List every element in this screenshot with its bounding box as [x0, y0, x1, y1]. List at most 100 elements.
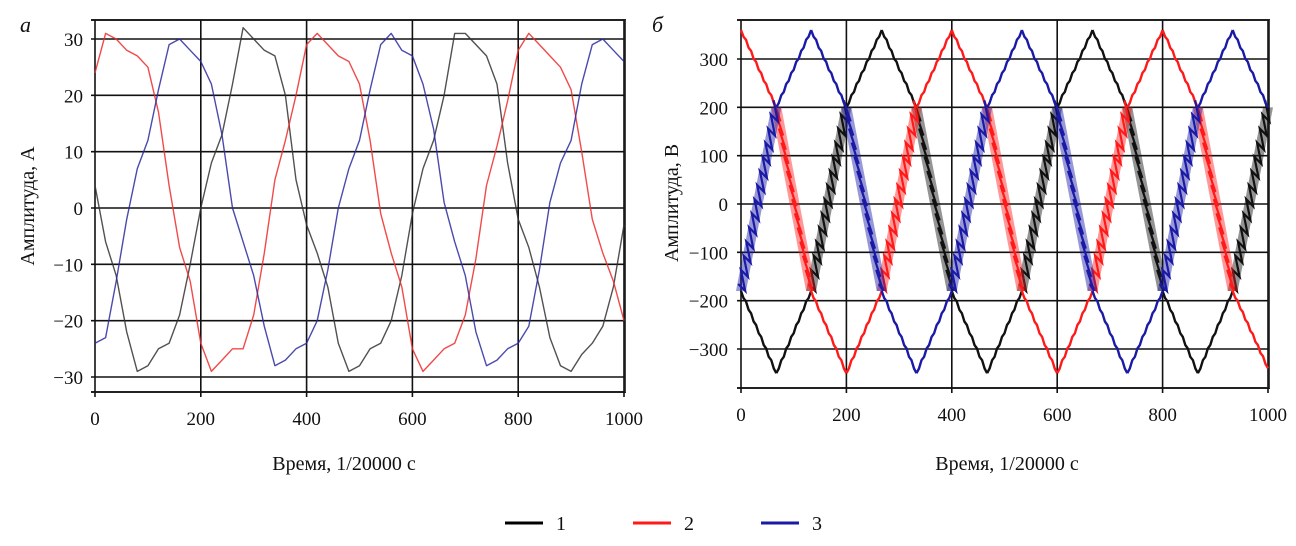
series-segment-2 — [950, 29, 989, 108]
series-segment-2 — [809, 290, 848, 374]
x-tick-label: 600 — [398, 409, 427, 430]
legend-item-3: 3 — [761, 513, 822, 535]
series-ripple-1 — [1123, 99, 1166, 292]
chart-a-x-ticks: 0 200 400 600 800 1000 — [90, 409, 643, 430]
legend-label-2: 2 — [684, 513, 694, 535]
x-tick-label: 200 — [187, 409, 216, 430]
y-tick-label: 10 — [64, 143, 83, 164]
series-1 — [94, 27, 625, 373]
y-tick-label: 200 — [700, 98, 729, 119]
series-segment-1 — [950, 290, 989, 374]
y-tick-label: 20 — [64, 86, 83, 107]
chart-b-x-ticks: 0 200 400 600 800 1000 — [736, 405, 1287, 426]
series-segment-2 — [1056, 290, 1094, 374]
x-tick-label: 0 — [90, 409, 100, 430]
legend-label-1: 1 — [556, 513, 566, 535]
series-segment-3 — [986, 29, 1024, 108]
chart-a-series — [94, 27, 625, 373]
y-tick-label: −300 — [689, 340, 728, 361]
series-ripple-3 — [737, 100, 780, 295]
series-segment-3 — [809, 29, 848, 108]
x-tick-label: 400 — [292, 409, 321, 430]
series-segment-3 — [915, 290, 953, 374]
series-line-1 — [94, 27, 625, 373]
legend-label-3: 3 — [812, 513, 822, 535]
series-line-2 — [94, 32, 625, 373]
chart-b-y-axis-label: Амплитуда, В — [661, 144, 683, 262]
x-tick-label: 600 — [1043, 405, 1072, 426]
x-tick-label: 800 — [1148, 405, 1177, 426]
x-tick-label: 200 — [832, 405, 861, 426]
series-segment-1 — [1056, 29, 1094, 108]
series-segment-2 — [1126, 29, 1164, 108]
y-tick-label: −100 — [689, 243, 728, 264]
chart-a-x-axis-label: Время, 1/20000 с — [272, 453, 416, 475]
panel-label-a: а — [20, 12, 31, 37]
legend-item-1: 1 — [505, 513, 566, 535]
series-segment-2 — [845, 290, 883, 374]
y-tick-label: −20 — [53, 312, 83, 333]
series-segment-3 — [1020, 29, 1059, 108]
series-ripple-3 — [1053, 99, 1096, 292]
series-3 — [736, 29, 1270, 374]
series-segment-2 — [915, 29, 953, 108]
y-tick-label: 0 — [719, 195, 729, 216]
series-ripple-1 — [1229, 100, 1272, 295]
series-segment-2 — [1161, 29, 1199, 108]
series-ripple-1 — [1018, 100, 1061, 295]
series-ripple-2 — [1088, 100, 1131, 295]
series-ripple-2 — [878, 100, 920, 295]
series-segment-1 — [880, 29, 918, 108]
series-segment-1 — [1196, 290, 1234, 374]
chart-a-y-ticks: 30 20 10 0 −10 −20 −30 — [53, 30, 83, 389]
series-segment-3 — [1231, 29, 1270, 108]
chart-a-grid — [91, 19, 626, 397]
series-segment-1 — [775, 290, 813, 374]
chart-b-y-ticks: 300 200 100 0 −100 −200 −300 — [689, 50, 728, 361]
series-segment-3 — [1126, 290, 1164, 374]
series-line-3 — [94, 32, 625, 367]
x-tick-label: 400 — [938, 405, 967, 426]
series-ripple-3 — [842, 99, 885, 292]
y-tick-label: 30 — [64, 30, 83, 51]
series-segment-2 — [1231, 290, 1270, 369]
series-ripple-1 — [912, 99, 955, 292]
series-ripple-2 — [983, 99, 1025, 292]
series-segment-2 — [1020, 290, 1059, 374]
y-tick-label: −10 — [53, 255, 83, 276]
y-tick-label: −30 — [53, 368, 83, 389]
x-tick-label: 1000 — [1249, 405, 1287, 426]
series-segment-3 — [880, 290, 918, 374]
series-segment-3 — [1091, 290, 1129, 374]
y-tick-label: 100 — [700, 147, 729, 168]
chart-b-series — [736, 29, 1273, 374]
series-segment-2 — [739, 29, 778, 108]
panel-label-b: б — [652, 12, 664, 37]
series-ripple-2 — [1194, 99, 1236, 292]
series-segment-1 — [739, 290, 778, 374]
legend: 1 2 3 — [505, 513, 822, 535]
y-tick-label: 0 — [74, 199, 84, 220]
x-tick-label: 1000 — [605, 409, 643, 430]
x-tick-label: 0 — [736, 405, 746, 426]
series-ripple-2 — [772, 99, 814, 292]
y-tick-label: −200 — [689, 292, 728, 313]
series-segment-3 — [1196, 29, 1234, 108]
legend-item-2: 2 — [633, 513, 694, 535]
series-segment-1 — [1161, 290, 1199, 374]
x-tick-label: 800 — [504, 409, 533, 430]
series-ripple-3 — [948, 100, 991, 295]
series-2 — [94, 32, 625, 373]
series-ripple-3 — [1159, 100, 1202, 295]
series-segment-1 — [986, 290, 1024, 374]
chart-b-grid — [737, 19, 1270, 393]
series-segment-1 — [1091, 29, 1129, 108]
chart-b-x-axis-label: Время, 1/20000 с — [935, 453, 1079, 475]
chart-a-current: а 30 20 10 0 −10 −20 −30 0 200 400 600 800 1000 Вре… — [17, 12, 643, 475]
series-2 — [739, 29, 1270, 374]
chart-a-y-axis-label: Амплитуда, А — [17, 146, 39, 266]
series-segment-1 — [845, 29, 883, 108]
y-tick-label: 300 — [700, 50, 729, 71]
series-3 — [94, 32, 625, 367]
